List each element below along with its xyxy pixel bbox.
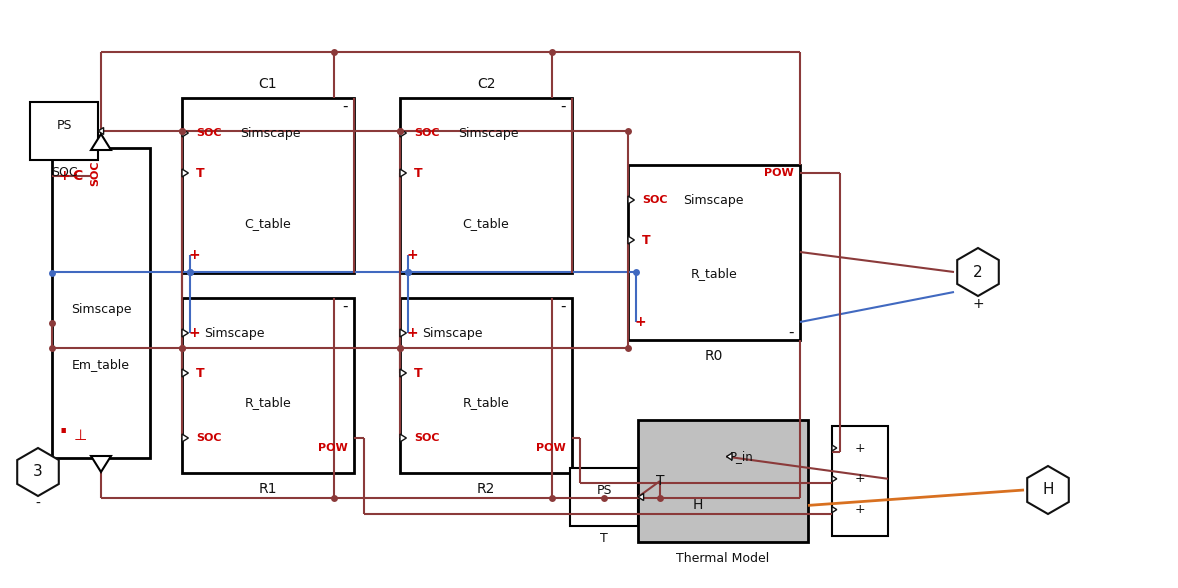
Polygon shape xyxy=(401,329,406,337)
Text: PS: PS xyxy=(596,485,611,497)
Polygon shape xyxy=(181,369,188,377)
Text: +: + xyxy=(188,326,199,340)
Text: 2: 2 xyxy=(973,265,982,279)
Text: +: + xyxy=(58,169,70,183)
Text: +: + xyxy=(855,503,866,516)
Text: C_table: C_table xyxy=(463,218,509,230)
Text: +: + xyxy=(855,442,866,455)
Polygon shape xyxy=(181,169,188,177)
Text: C2: C2 xyxy=(477,77,495,91)
Polygon shape xyxy=(98,128,104,135)
Polygon shape xyxy=(401,169,406,177)
Text: +: + xyxy=(406,248,418,262)
Text: Simscape: Simscape xyxy=(204,326,265,339)
Bar xyxy=(570,468,638,526)
Polygon shape xyxy=(401,129,406,137)
Polygon shape xyxy=(727,453,732,460)
Polygon shape xyxy=(18,448,59,496)
Text: T: T xyxy=(196,366,205,379)
Text: PS: PS xyxy=(57,119,72,132)
Text: T: T xyxy=(600,532,608,544)
Polygon shape xyxy=(91,134,111,150)
Text: SOC: SOC xyxy=(196,128,221,138)
Text: R_table: R_table xyxy=(690,267,737,280)
Text: 3: 3 xyxy=(33,465,42,479)
Text: H: H xyxy=(1043,483,1054,497)
Polygon shape xyxy=(628,196,635,204)
Text: R_table: R_table xyxy=(463,396,509,409)
Text: T: T xyxy=(413,366,423,379)
Text: Simscape: Simscape xyxy=(683,193,743,206)
Text: Thermal Model: Thermal Model xyxy=(676,552,769,564)
Polygon shape xyxy=(832,476,836,482)
Bar xyxy=(832,426,888,536)
Text: Simscape: Simscape xyxy=(458,126,518,139)
Text: SOC: SOC xyxy=(642,195,668,205)
Text: +: + xyxy=(972,297,984,311)
Text: C_table: C_table xyxy=(245,218,291,230)
Text: ·: · xyxy=(58,420,67,444)
Text: ⊥: ⊥ xyxy=(74,429,87,443)
Polygon shape xyxy=(91,456,111,472)
Text: R1: R1 xyxy=(259,482,277,496)
Text: C1: C1 xyxy=(259,77,277,91)
Bar xyxy=(401,98,573,273)
Text: +: + xyxy=(188,248,199,262)
Bar xyxy=(52,148,150,458)
Text: SOC: SOC xyxy=(413,128,439,138)
Text: Em_table: Em_table xyxy=(72,359,130,372)
Text: POW: POW xyxy=(318,443,348,453)
Text: +: + xyxy=(855,472,866,485)
Polygon shape xyxy=(181,329,188,337)
Polygon shape xyxy=(401,434,406,442)
Polygon shape xyxy=(832,507,836,513)
Text: T: T xyxy=(196,166,205,179)
Polygon shape xyxy=(401,369,406,377)
Bar xyxy=(181,298,355,473)
Text: -: - xyxy=(343,299,348,313)
Text: -: - xyxy=(561,299,565,313)
Text: -: - xyxy=(343,99,348,113)
Text: Simscape: Simscape xyxy=(422,326,483,339)
Polygon shape xyxy=(628,236,635,244)
Text: C: C xyxy=(72,169,82,183)
Polygon shape xyxy=(1027,466,1068,514)
Text: Simscape: Simscape xyxy=(240,126,300,139)
Text: T: T xyxy=(642,233,650,246)
Polygon shape xyxy=(181,129,188,137)
Text: SOC: SOC xyxy=(413,433,439,443)
Text: +: + xyxy=(634,315,646,329)
Bar xyxy=(181,98,355,273)
Text: SOC: SOC xyxy=(196,433,221,443)
Text: R0: R0 xyxy=(704,349,723,363)
Polygon shape xyxy=(181,434,188,442)
Bar xyxy=(29,102,98,160)
Text: -: - xyxy=(35,497,40,511)
Text: T: T xyxy=(413,166,423,179)
Text: H: H xyxy=(693,499,703,512)
Polygon shape xyxy=(832,445,836,451)
Text: POW: POW xyxy=(536,443,565,453)
Text: P_in: P_in xyxy=(730,450,754,463)
Polygon shape xyxy=(958,248,999,296)
Text: -: - xyxy=(561,99,565,113)
Text: SOC: SOC xyxy=(51,165,78,179)
Polygon shape xyxy=(638,493,643,500)
Text: R2: R2 xyxy=(477,482,495,496)
Text: T: T xyxy=(656,474,664,488)
Text: POW: POW xyxy=(765,168,794,178)
Bar xyxy=(628,165,800,340)
Text: -: - xyxy=(788,325,794,339)
Text: +: + xyxy=(406,326,418,340)
Text: Simscape: Simscape xyxy=(71,303,131,316)
Text: R_table: R_table xyxy=(245,396,291,409)
Text: SOC: SOC xyxy=(90,160,100,185)
Bar xyxy=(638,420,808,542)
Bar xyxy=(401,298,573,473)
